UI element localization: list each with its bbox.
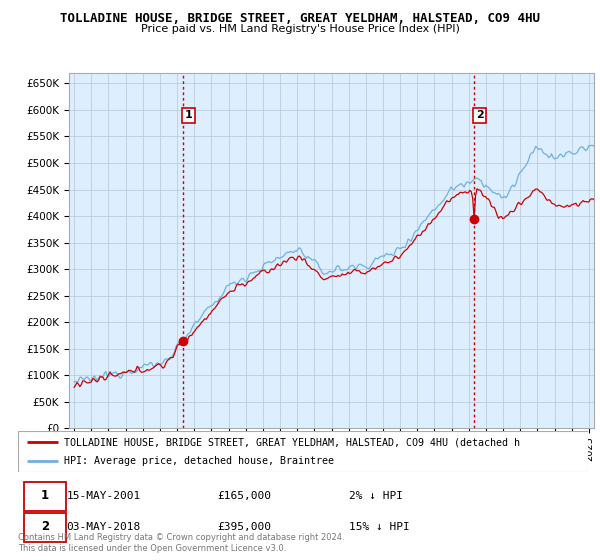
Text: 03-MAY-2018: 03-MAY-2018 (67, 522, 140, 531)
Text: TOLLADINE HOUSE, BRIDGE STREET, GREAT YELDHAM, HALSTEAD, CO9 4HU: TOLLADINE HOUSE, BRIDGE STREET, GREAT YE… (60, 12, 540, 25)
Text: 15-MAY-2001: 15-MAY-2001 (67, 491, 140, 501)
FancyBboxPatch shape (24, 482, 67, 511)
Text: 2% ↓ HPI: 2% ↓ HPI (349, 491, 403, 501)
Text: £395,000: £395,000 (218, 522, 271, 531)
Text: HPI: Average price, detached house, Braintree: HPI: Average price, detached house, Brai… (64, 456, 334, 466)
Text: 2: 2 (41, 520, 49, 533)
Text: 15% ↓ HPI: 15% ↓ HPI (349, 522, 409, 531)
Text: Contains HM Land Registry data © Crown copyright and database right 2024.
This d: Contains HM Land Registry data © Crown c… (18, 533, 344, 553)
Text: 2: 2 (476, 110, 484, 120)
Text: 1: 1 (41, 489, 49, 502)
Text: 1: 1 (185, 110, 193, 120)
Text: TOLLADINE HOUSE, BRIDGE STREET, GREAT YELDHAM, HALSTEAD, CO9 4HU (detached h: TOLLADINE HOUSE, BRIDGE STREET, GREAT YE… (64, 437, 520, 447)
Text: Price paid vs. HM Land Registry's House Price Index (HPI): Price paid vs. HM Land Registry's House … (140, 24, 460, 34)
Text: £165,000: £165,000 (218, 491, 271, 501)
FancyBboxPatch shape (24, 513, 67, 542)
